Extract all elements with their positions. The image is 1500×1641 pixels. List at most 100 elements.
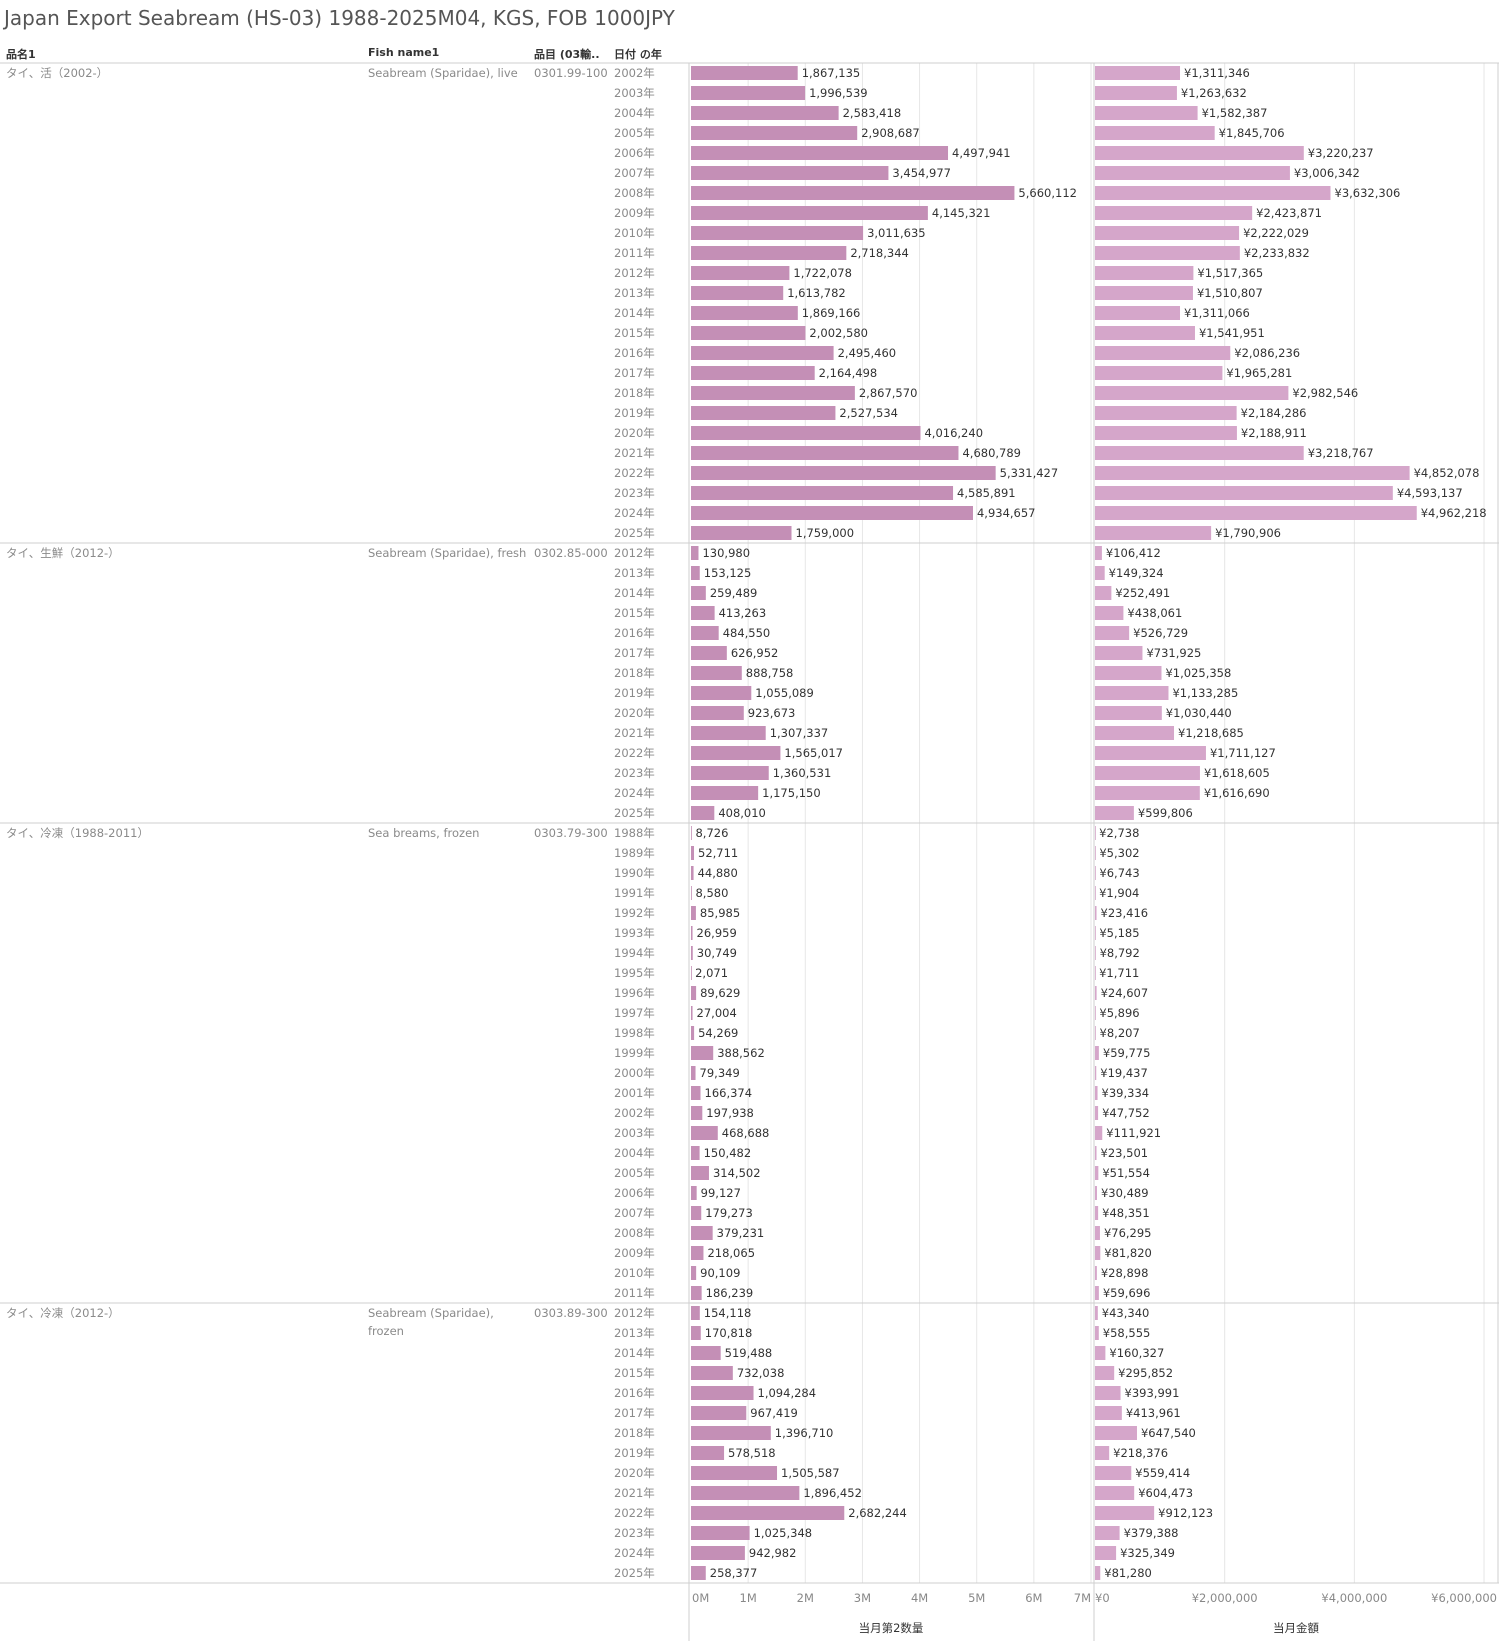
value-bar[interactable] [1095,1266,1097,1280]
quantity-bar[interactable] [691,1326,701,1340]
value-bar[interactable] [1095,646,1143,660]
quantity-bar[interactable] [691,1446,725,1460]
quantity-bar[interactable] [691,1366,733,1380]
value-bar[interactable] [1095,1186,1097,1200]
value-bar[interactable] [1095,426,1237,440]
value-bar[interactable] [1095,766,1200,780]
value-bar[interactable] [1095,126,1215,140]
value-bar[interactable] [1095,86,1177,100]
value-bar[interactable] [1095,666,1162,680]
value-bar[interactable] [1095,1106,1099,1120]
quantity-bar[interactable] [691,226,864,240]
value-bar[interactable] [1095,566,1105,580]
value-bar[interactable] [1095,786,1200,800]
quantity-bar[interactable] [691,1186,697,1200]
quantity-bar[interactable] [691,626,719,640]
value-bar[interactable] [1095,166,1290,180]
value-bar[interactable] [1095,1126,1103,1140]
quantity-bar[interactable] [691,266,790,280]
value-bar[interactable] [1095,226,1240,240]
value-bar[interactable] [1095,846,1096,860]
quantity-bar[interactable] [691,926,693,940]
quantity-bar[interactable] [691,726,766,740]
quantity-bar[interactable] [691,1086,701,1100]
quantity-bar[interactable] [691,386,855,400]
quantity-bar[interactable] [691,1206,702,1220]
header-fish-name-en[interactable]: Fish name1 [368,46,440,59]
value-bar[interactable] [1095,1446,1110,1460]
quantity-bar[interactable] [691,166,889,180]
value-bar[interactable] [1095,1146,1097,1160]
quantity-bar[interactable] [691,986,697,1000]
value-bar[interactable] [1095,586,1112,600]
value-bar[interactable] [1095,186,1331,200]
quantity-bar[interactable] [691,346,834,360]
quantity-bar[interactable] [691,526,792,540]
quantity-bar[interactable] [691,886,692,900]
quantity-bar[interactable] [691,1026,695,1040]
value-bar[interactable] [1095,106,1198,120]
quantity-bar[interactable] [691,546,699,560]
value-bar[interactable] [1095,1026,1096,1040]
quantity-bar[interactable] [691,566,700,580]
quantity-bar[interactable] [691,486,954,500]
value-bar[interactable] [1095,886,1096,900]
value-bar[interactable] [1095,346,1231,360]
quantity-bar[interactable] [691,86,806,100]
quantity-bar[interactable] [691,1106,703,1120]
quantity-bar[interactable] [691,1066,696,1080]
value-bar[interactable] [1095,366,1223,380]
quantity-bar[interactable] [691,586,706,600]
quantity-bar[interactable] [691,1386,754,1400]
value-bar[interactable] [1095,1466,1132,1480]
value-bar[interactable] [1095,206,1253,220]
quantity-bar[interactable] [691,706,744,720]
value-bar[interactable] [1095,1486,1135,1500]
value-bar[interactable] [1095,866,1096,880]
quantity-bar[interactable] [691,1486,800,1500]
quantity-bar[interactable] [691,866,694,880]
value-bar[interactable] [1095,1566,1101,1580]
value-bar[interactable] [1095,1286,1099,1300]
quantity-bar[interactable] [691,506,973,520]
value-bar[interactable] [1095,406,1237,420]
value-bar[interactable] [1095,1386,1121,1400]
value-bar[interactable] [1095,1526,1120,1540]
value-bar[interactable] [1095,146,1304,160]
quantity-bar[interactable] [691,606,715,620]
value-bar[interactable] [1095,486,1393,500]
quantity-bar[interactable] [691,1506,845,1520]
value-bar[interactable] [1095,626,1130,640]
quantity-bar[interactable] [691,766,769,780]
value-bar[interactable] [1095,506,1417,520]
quantity-bar[interactable] [691,1546,745,1560]
value-bar[interactable] [1095,1346,1106,1360]
value-bar[interactable] [1095,726,1175,740]
quantity-bar[interactable] [691,406,836,420]
value-bar[interactable] [1095,1246,1101,1260]
quantity-bar[interactable] [691,286,784,300]
quantity-bar[interactable] [691,366,815,380]
quantity-bar[interactable] [691,206,928,220]
value-bar[interactable] [1095,1546,1117,1560]
value-bar[interactable] [1095,706,1162,720]
quantity-bar[interactable] [691,906,696,920]
quantity-bar[interactable] [691,1226,713,1240]
header-item-code[interactable]: 品目 (03輸.. [534,48,600,61]
quantity-bar[interactable] [691,106,839,120]
value-bar[interactable] [1095,1326,1099,1340]
quantity-bar[interactable] [691,1526,750,1540]
quantity-bar[interactable] [691,326,806,340]
quantity-bar[interactable] [691,1306,700,1320]
quantity-bar[interactable] [691,1426,771,1440]
value-bar[interactable] [1095,986,1097,1000]
value-bar[interactable] [1095,946,1096,960]
value-bar[interactable] [1095,546,1102,560]
quantity-bar[interactable] [691,1146,700,1160]
quantity-bar[interactable] [691,126,858,140]
value-bar[interactable] [1095,826,1096,840]
quantity-bar[interactable] [691,1566,706,1580]
quantity-bar[interactable] [691,466,996,480]
value-bar[interactable] [1095,606,1124,620]
quantity-bar[interactable] [691,966,692,980]
